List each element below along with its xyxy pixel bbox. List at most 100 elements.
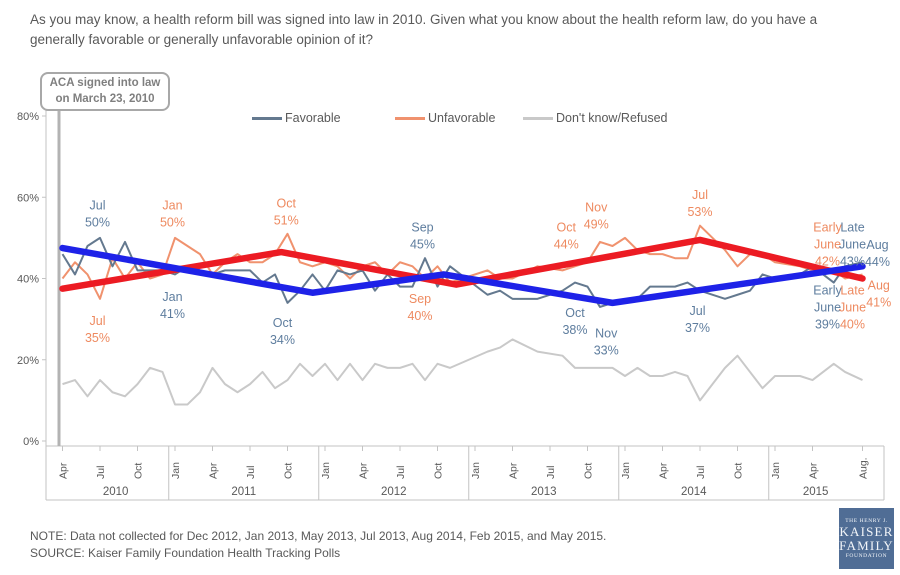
point-label-fav: 38% [562, 323, 587, 337]
month-tick-label: Apr [658, 462, 670, 479]
point-label-fav: Early [813, 284, 842, 298]
point-label-fav: 45% [410, 238, 435, 252]
legend-label-dont-know: Don't know/Refused [556, 111, 668, 125]
aca-annotation-line2: on March 23, 2010 [55, 92, 155, 105]
favorable-trend [59, 244, 866, 307]
month-tick-label: Oct [133, 463, 145, 479]
month-tick-label: Jul [245, 466, 257, 479]
month-tick-label: Oct [733, 463, 745, 479]
point-label-fav: 43% [840, 255, 865, 269]
point-label-unfav: Jul [90, 314, 106, 328]
point-label-unfav: 50% [160, 215, 185, 229]
month-tick-label: Apr [208, 462, 220, 479]
dont-know-refused-series-line [62, 338, 863, 406]
point-label-fav: Jul [690, 304, 706, 318]
point-label-unfav: 49% [584, 217, 609, 231]
year-label: 2010 [103, 486, 129, 498]
point-label-unfav: June [814, 238, 841, 252]
point-label-fav: Oct [273, 316, 293, 330]
kff-logo: THE HENRY J. KAISER FAMILY FOUNDATION [839, 508, 894, 569]
y-tick-label: 60% [17, 192, 39, 204]
point-label-unfav: 41% [866, 295, 891, 309]
point-label-fav: Oct [565, 306, 585, 320]
footnotes: NOTE: Data not collected for Dec 2012, J… [30, 528, 820, 563]
point-label-unfav: Sep [409, 292, 431, 306]
point-label-unfav: 40% [407, 309, 432, 323]
month-tick-label: Oct [583, 463, 595, 479]
point-label-unfav: 44% [554, 238, 579, 252]
point-label-fav: Jan [162, 290, 182, 304]
point-label-unfav: 35% [85, 331, 110, 345]
unfavorable-series-line [61, 224, 863, 300]
chart-question-title: As you may know, a health reform bill wa… [30, 12, 818, 48]
point-label-fav: 33% [594, 343, 619, 357]
month-tick-label: Jan [620, 462, 632, 479]
point-label-fav: 50% [85, 215, 110, 229]
point-label-unfav: June [839, 301, 866, 315]
month-tick-label: Apr [58, 462, 70, 479]
year-label: 2013 [531, 486, 557, 498]
year-label: 2015 [803, 486, 829, 498]
point-label-fav: 37% [685, 321, 710, 335]
point-label-fav: 44% [865, 255, 890, 269]
month-tick-label: Jul [395, 466, 407, 479]
dont-know-line-swatch [523, 116, 553, 120]
point-label-unfav: Nov [585, 200, 608, 214]
point-label-fav: Nov [595, 326, 618, 340]
point-label-unfav: Jul [692, 188, 708, 202]
month-tick-label: Jul [545, 466, 557, 479]
point-label-unfav: Jan [162, 198, 182, 212]
chart-legend: Favorable Unfavorable Don't know/Refused [0, 111, 900, 127]
point-label-fav: Late [840, 221, 864, 235]
logo-line-kaiser: KAISER [839, 523, 894, 539]
point-label-fav: June [839, 238, 866, 252]
favorable-line-swatch [252, 116, 282, 120]
year-label: 2012 [381, 486, 407, 498]
month-tick-label: Jan [770, 462, 782, 479]
month-tick-label: Jul [95, 466, 107, 479]
point-label-fav: June [814, 301, 841, 315]
legend-item-dont-know: Don't know/Refused [523, 111, 667, 125]
year-label: 2011 [231, 486, 256, 498]
point-label-unfav: Aug [868, 278, 890, 292]
month-tick-label: Jan [320, 462, 332, 479]
logo-line-foundation: FOUNDATION [845, 553, 888, 560]
point-label-fav: Aug [866, 238, 888, 252]
month-tick-label: Oct [433, 463, 445, 479]
aca-annotation-line1: ACA signed into law [49, 76, 161, 89]
point-label-fav: 39% [815, 318, 840, 332]
point-label-fav: 41% [160, 307, 185, 321]
year-label: 2014 [681, 486, 707, 498]
source-text: SOURCE: Kaiser Family Foundation Health … [30, 546, 341, 561]
unfavorable-line-swatch [395, 116, 425, 120]
point-label-unfav: 53% [687, 205, 712, 219]
note-text: NOTE: Data not collected for Dec 2012, J… [30, 529, 607, 543]
month-tick-label: Jul [695, 466, 707, 479]
unfavorable-trend [59, 236, 866, 292]
y-tick-label: 20% [17, 355, 39, 367]
point-label-unfav: Oct [277, 196, 297, 210]
point-label-fav: Jul [90, 198, 106, 212]
month-tick-label: Aug. [858, 457, 870, 479]
legend-item-unfavorable: Unfavorable [395, 111, 495, 125]
logo-line-henry-j: THE HENRY J. [845, 517, 888, 524]
point-label-fav: Sep [411, 221, 433, 235]
y-tick-label: 80% [17, 111, 39, 123]
point-label-fav: 34% [270, 333, 295, 347]
point-label-unfav: 40% [840, 318, 865, 332]
point-label-unfav: Late [840, 284, 864, 298]
month-tick-label: Apr [508, 462, 520, 479]
point-label-unfav: Oct [557, 221, 577, 235]
month-tick-label: Apr [358, 462, 370, 479]
month-tick-label: Jan [470, 462, 482, 479]
month-tick-label: Jan [170, 462, 182, 479]
y-tick-label: 40% [17, 274, 39, 286]
month-tick-label: Apr [808, 462, 820, 479]
logo-line-family: FAMILY [839, 537, 894, 553]
y-tick-label: 0% [23, 436, 39, 448]
point-label-unfav: 42% [815, 255, 840, 269]
month-tick-label: Oct [283, 463, 295, 479]
legend-label-favorable: Favorable [285, 111, 341, 125]
